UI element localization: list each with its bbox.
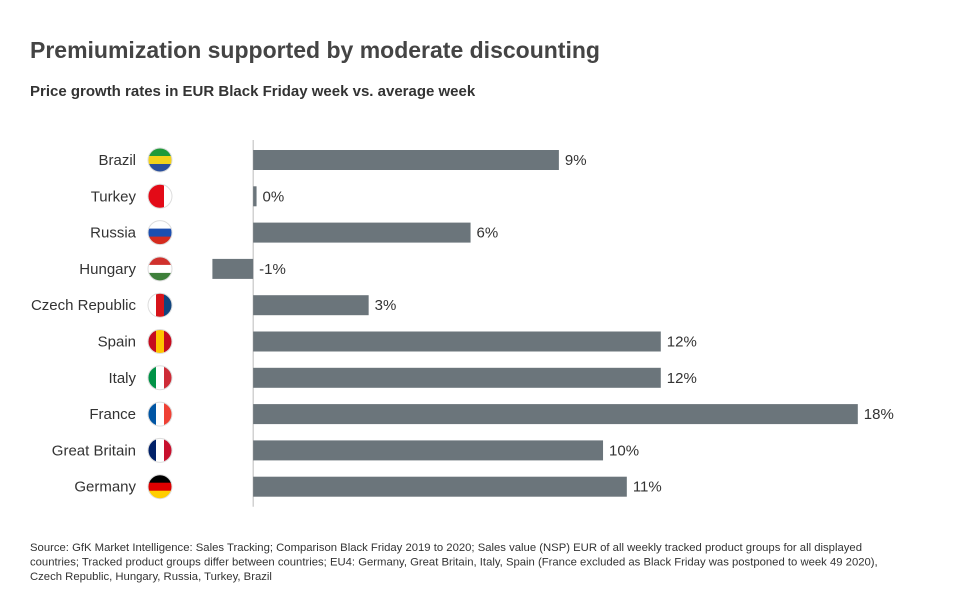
flag-icon <box>147 437 173 463</box>
chart-title: Premiumization supported by moderate dis… <box>30 37 600 63</box>
value-label: 10% <box>609 442 639 459</box>
bar <box>253 295 369 316</box>
flag-icon <box>147 256 173 282</box>
bar <box>253 150 559 170</box>
flag-stripe <box>148 184 157 209</box>
flag-stripe <box>164 438 172 463</box>
flag-border <box>147 220 173 246</box>
bar <box>253 331 661 352</box>
category-label: Hungary <box>79 261 136 278</box>
value-label: -1% <box>259 261 286 278</box>
category-label: Brazil <box>98 152 136 169</box>
flag-icon <box>147 401 173 427</box>
source-note: Czech Republic, Hungary, Russia, Turkey,… <box>30 571 272 583</box>
flag-icon <box>147 220 173 246</box>
flag-stripe <box>148 236 172 245</box>
flag-border <box>147 256 173 282</box>
flag-stripe <box>148 402 157 427</box>
category-label: Turkey <box>91 188 137 205</box>
value-label: 6% <box>477 225 499 242</box>
flag-border <box>147 147 173 173</box>
flag-stripe <box>148 164 172 172</box>
flag-border <box>147 183 173 209</box>
value-label: 11% <box>633 479 662 496</box>
flag-stripe <box>148 220 172 230</box>
flag-stripe <box>148 264 172 274</box>
flag-stripe <box>148 474 172 484</box>
bar <box>253 476 627 497</box>
flag-icon <box>147 183 173 209</box>
flag-stripe <box>156 402 165 427</box>
flag-stripe <box>148 329 157 354</box>
flag-stripe <box>148 293 157 318</box>
category-label: Spain <box>98 333 136 350</box>
flag-stripe <box>164 329 172 354</box>
flag-stripe <box>148 256 172 266</box>
flag-icon <box>147 147 173 173</box>
flag-border <box>147 474 173 500</box>
flag-stripe <box>148 365 157 390</box>
category-label: Great Britain <box>52 442 136 459</box>
flag-stripe <box>148 490 172 499</box>
category-label: Germany <box>74 479 136 496</box>
flag-stripe <box>156 329 165 354</box>
value-label: 18% <box>864 406 894 423</box>
category-label: Czech Republic <box>31 297 137 314</box>
bar <box>253 404 858 425</box>
flag-stripe <box>148 482 172 492</box>
flag-stripe <box>156 365 165 390</box>
flag-stripe <box>156 438 165 463</box>
flag-border <box>147 437 173 463</box>
source-note: Source: GfK Market Intelligence: Sales T… <box>30 542 862 554</box>
flag-icon <box>147 365 173 391</box>
flag-stripe <box>148 148 172 157</box>
category-label: Russia <box>90 225 137 242</box>
flag-stripe <box>156 293 165 318</box>
value-label: 0% <box>263 188 285 205</box>
flag-stripe <box>148 228 172 238</box>
flag-icon <box>147 474 173 500</box>
value-label: 3% <box>375 297 397 314</box>
flag-stripe <box>164 184 172 209</box>
bar <box>253 186 257 207</box>
flag-stripe <box>156 184 165 209</box>
value-label: 9% <box>565 152 587 169</box>
category-label: Italy <box>108 370 136 387</box>
bar <box>253 367 661 388</box>
flag-icon <box>147 292 173 318</box>
flag-stripe <box>164 293 172 318</box>
flag-border <box>147 329 173 354</box>
bar <box>253 222 471 243</box>
source-note: countries; Tracked product groups differ… <box>30 556 878 568</box>
bar <box>212 258 254 279</box>
flag-icon <box>147 329 173 354</box>
category-label: France <box>89 406 136 423</box>
flag-stripe <box>148 272 172 281</box>
flag-border <box>147 401 173 427</box>
flag-stripe <box>148 156 172 165</box>
flag-stripe <box>164 365 172 390</box>
chart-subtitle: Price growth rates in EUR Black Friday w… <box>30 83 476 100</box>
flag-border <box>147 292 173 318</box>
value-label: 12% <box>667 370 697 387</box>
flag-stripe <box>164 402 172 427</box>
flag-stripe <box>148 438 157 463</box>
value-label: 12% <box>667 333 697 350</box>
bar <box>253 440 604 461</box>
flag-border <box>147 365 173 391</box>
